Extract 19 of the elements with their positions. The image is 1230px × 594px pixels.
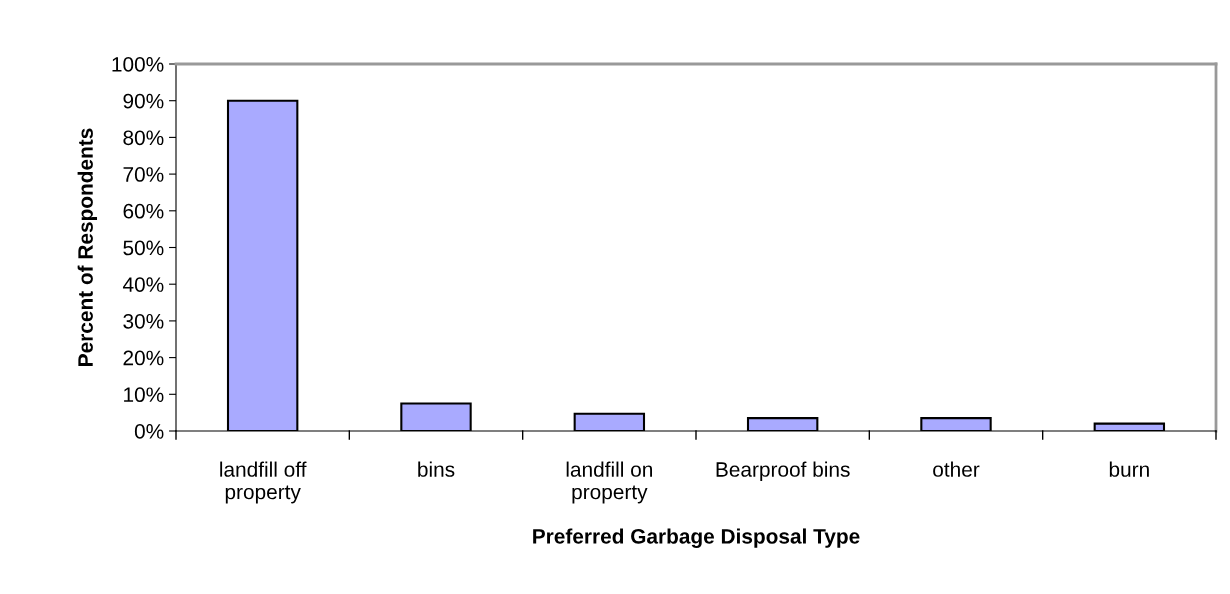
x-tick-label: bins (418, 461, 455, 477)
y-tick-label: 10% (124, 387, 164, 403)
y-tick-label: 50% (123, 240, 164, 256)
y-tick-label: 30% (123, 313, 164, 329)
x-axis-title: Preferred Garbage Disposal Type (533, 528, 860, 548)
x-tick-label: burn (1109, 461, 1149, 477)
y-tick-label: 40% (122, 277, 164, 292)
x-tick-label: other (933, 461, 980, 477)
y-axis-title: Percent of Respondents (77, 128, 98, 366)
y-tick-label: 0% (134, 424, 164, 439)
y-tick-label: 80% (123, 130, 164, 146)
y-tick-label: 70% (123, 167, 164, 182)
y-tick-label: 20% (123, 350, 164, 366)
y-tick-label: 90% (123, 93, 164, 109)
x-tick-label: Bearproof bins (716, 461, 850, 481)
x-tick-label: landfill off property (220, 461, 307, 504)
y-tick-label: 100% (112, 57, 164, 72)
x-tick-label: landfill on property (566, 461, 652, 504)
y-tick-label: 60% (123, 203, 164, 219)
